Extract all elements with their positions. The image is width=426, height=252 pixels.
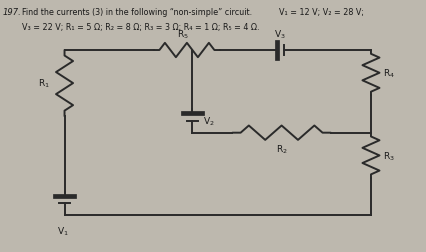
Text: V$_2$: V$_2$ xyxy=(202,115,214,128)
Text: V$_1$: V$_1$ xyxy=(56,225,68,237)
Text: R$_2$: R$_2$ xyxy=(275,143,287,156)
Text: Find the currents (3) in the following “non-simple” circuit.: Find the currents (3) in the following “… xyxy=(22,8,251,17)
Text: V₁ = 12 V; V₂ = 28 V;: V₁ = 12 V; V₂ = 28 V; xyxy=(279,8,364,17)
Text: R$_1$: R$_1$ xyxy=(38,78,49,90)
Text: 197.: 197. xyxy=(3,8,22,17)
Text: V₃ = 22 V; R₁ = 5 Ω; R₂ = 8 Ω; R₃ = 3 Ω; R₄ = 1 Ω; R₅ = 4 Ω.: V₃ = 22 V; R₁ = 5 Ω; R₂ = 8 Ω; R₃ = 3 Ω;… xyxy=(22,23,259,32)
Text: R$_3$: R$_3$ xyxy=(382,150,394,162)
Text: V$_3$: V$_3$ xyxy=(274,28,285,41)
Text: R$_5$: R$_5$ xyxy=(176,28,188,41)
Text: R$_4$: R$_4$ xyxy=(382,67,394,80)
